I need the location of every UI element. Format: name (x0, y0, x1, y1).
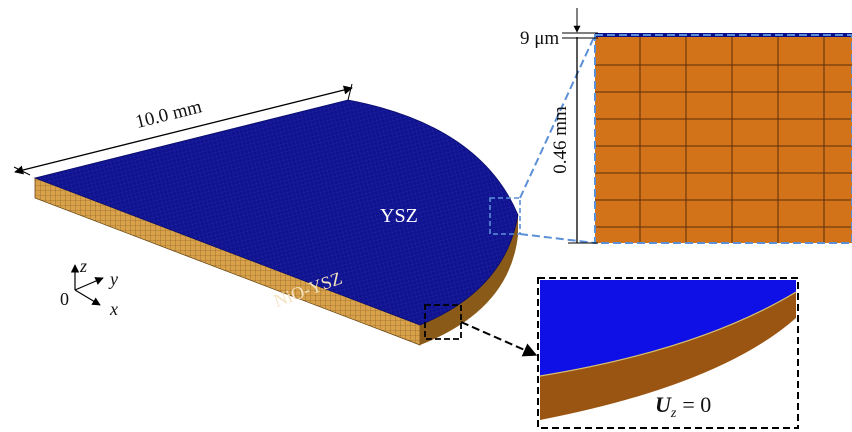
bc-symbol: U (655, 392, 672, 417)
coating-label: 9 μm (520, 28, 559, 49)
axis-x: x (109, 299, 118, 319)
detail-connector (461, 322, 536, 355)
zoom-connector (520, 234, 595, 243)
thickness-label: 0.46 mm (550, 106, 571, 174)
axis-origin: 0 (60, 289, 69, 309)
extension-line (348, 84, 352, 100)
figure: 10.0 mm YSZ NiO-YSZ 0 z y x 0.46 mm 9 μm… (0, 0, 852, 432)
top-layer-label: YSZ (380, 205, 418, 227)
axis-z: z (79, 256, 87, 276)
axis-y: y (108, 269, 118, 289)
bc-subscript: z (670, 406, 677, 421)
zoom-inset (595, 33, 852, 243)
bc-equation: = 0 (682, 392, 711, 417)
boundary-condition: Uz = 0 (655, 392, 711, 421)
